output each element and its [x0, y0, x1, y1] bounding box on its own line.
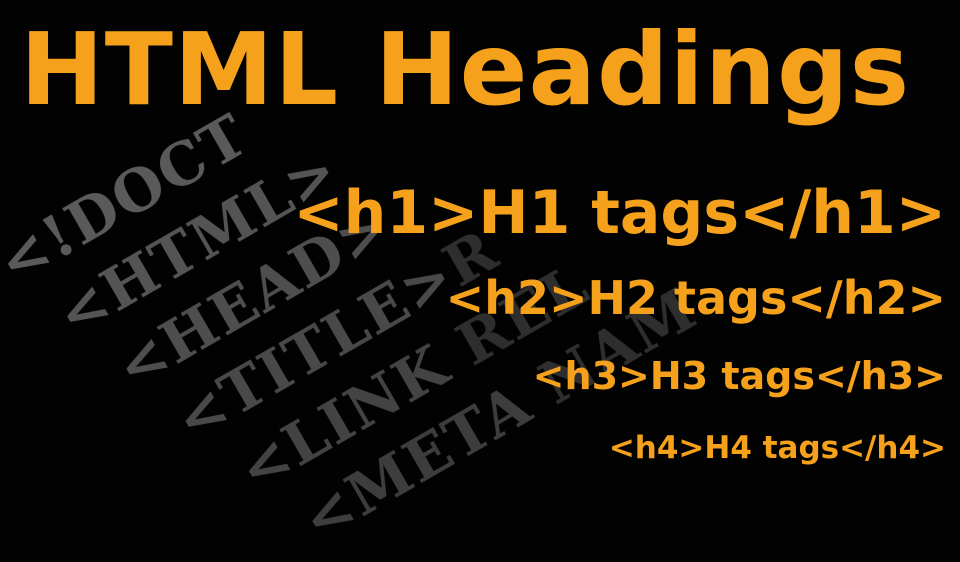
h3-tag-example: <h3>H3 tags</h3>: [532, 354, 946, 398]
page-title: HTML Headings: [20, 11, 911, 128]
h2-tag-example: <h2>H2 tags</h2>: [445, 271, 946, 325]
h4-tag-example: <h4>H4 tags</h4>: [608, 430, 946, 466]
h1-tag-example: <h1>H1 tags</h1>: [293, 178, 946, 248]
